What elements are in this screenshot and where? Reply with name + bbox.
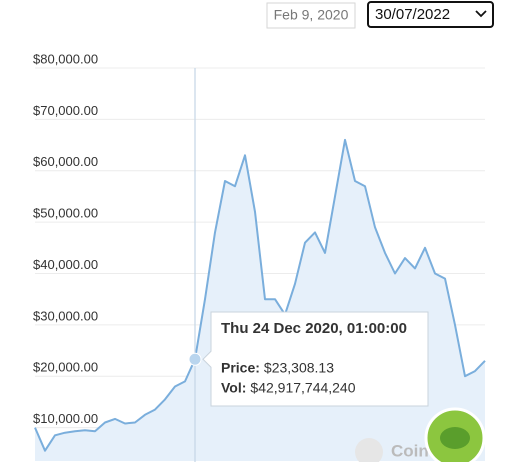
watermark: Coin bbox=[391, 441, 429, 460]
price-line bbox=[34, 138, 486, 452]
y-tick-label: $60,000.00 bbox=[33, 154, 98, 169]
y-tick-label: $40,000.00 bbox=[33, 257, 98, 272]
end-date: 30/07/2022 bbox=[375, 6, 450, 23]
highlight-point bbox=[188, 352, 202, 366]
tooltip: Thu 24 Dec 2020, 01:00:00 Price: $23,308.1… bbox=[202, 311, 429, 407]
watermark-icon bbox=[355, 438, 383, 462]
tooltip-title: Thu 24 Dec 2020, 01:00:00 bbox=[221, 320, 407, 337]
end-date-select[interactable] bbox=[367, 1, 494, 28]
start-date: Feb 9, 2020 bbox=[274, 7, 349, 23]
area bbox=[35, 139, 485, 461]
tooltip-value: $42,917,744,240 bbox=[250, 380, 355, 396]
chevron bbox=[475, 10, 487, 18]
tooltip-box bbox=[202, 311, 429, 407]
logo-detail bbox=[440, 427, 470, 449]
y-tick-label: $10,000.00 bbox=[33, 411, 98, 426]
y-tick-label: $50,000.00 bbox=[33, 206, 98, 221]
tooltip-label: Price: bbox=[221, 360, 260, 376]
y-tick-label: $80,000.00 bbox=[33, 51, 98, 66]
y-tick-label: $70,000.00 bbox=[33, 103, 98, 118]
start-date-input[interactable] bbox=[266, 2, 356, 29]
tooltip-label: Vol: bbox=[221, 380, 246, 396]
y-tick-label: $30,000.00 bbox=[33, 308, 98, 323]
y-tick-label: $20,000.00 bbox=[33, 360, 98, 375]
tooltip-value: $23,308.13 bbox=[264, 360, 334, 376]
